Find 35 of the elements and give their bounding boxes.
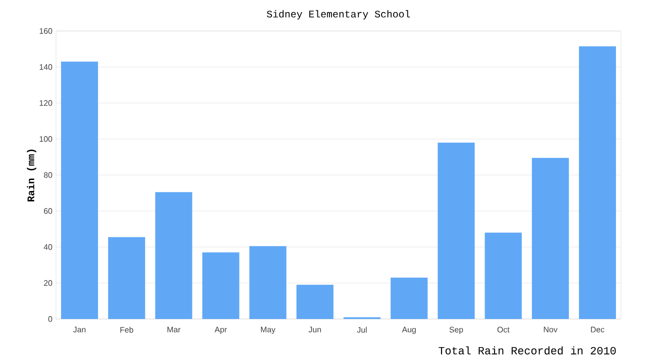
y-axis-title: Rain (mm) xyxy=(26,150,36,202)
bar xyxy=(532,158,569,319)
x-tick-label: Mar xyxy=(167,326,180,332)
bar xyxy=(155,192,192,319)
bar xyxy=(108,237,146,319)
x-tick-label: May xyxy=(260,326,276,334)
bar xyxy=(578,46,616,319)
y-tick-label: 0 xyxy=(48,316,52,322)
bar xyxy=(390,278,428,319)
y-tick-label: 140 xyxy=(40,64,52,70)
chart-title: Sidney Elementary School xyxy=(266,10,410,20)
y-tick-label: 160 xyxy=(40,28,52,34)
y-tick-label: 100 xyxy=(40,136,52,142)
y-tick-label: 60 xyxy=(44,208,52,214)
y-tick-label: 20 xyxy=(44,280,52,286)
y-tick-label: 80 xyxy=(44,172,52,178)
x-tick-label: Jan xyxy=(73,326,86,332)
x-axis-title: Total Rain Recorded in 2010 xyxy=(438,346,616,354)
x-tick-label: Apr xyxy=(214,326,227,334)
bar xyxy=(484,232,522,319)
x-tick-label: Nov xyxy=(544,326,558,332)
bar xyxy=(202,252,240,319)
x-tick-label: Jul xyxy=(357,326,367,333)
y-tick-label: 120 xyxy=(40,100,52,106)
x-tick-label: Sep xyxy=(449,326,463,334)
bar xyxy=(249,246,286,319)
bar xyxy=(296,284,334,319)
bar xyxy=(61,62,98,319)
bar xyxy=(438,142,475,319)
x-tick-label: Oct xyxy=(497,326,510,332)
x-tick-label: Jun xyxy=(308,326,321,332)
y-tick-label: 40 xyxy=(44,244,52,250)
x-tick-label: Feb xyxy=(120,326,134,333)
x-tick-label: Dec xyxy=(591,326,604,332)
x-tick-label: Aug xyxy=(402,326,416,334)
